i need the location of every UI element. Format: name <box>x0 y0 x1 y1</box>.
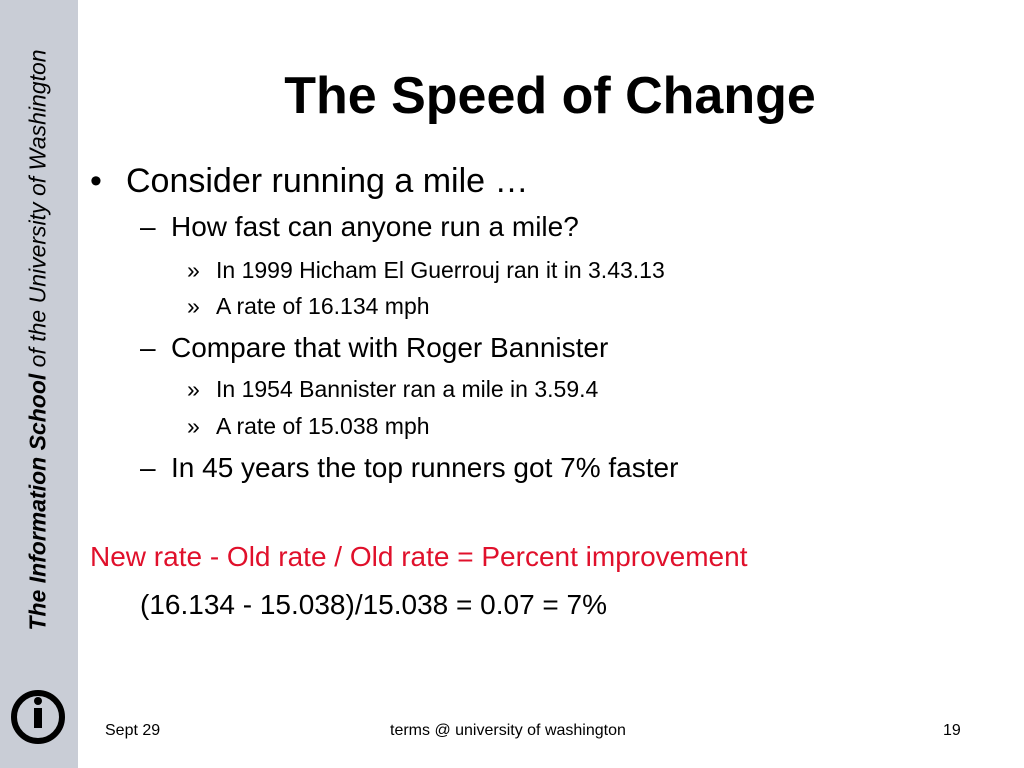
bullet-marker: • <box>90 162 102 200</box>
sub-bullet-marker: – <box>140 332 156 363</box>
sub-bullet-marker: – <box>140 452 156 483</box>
sub-sub-bullet-text: In 1999 Hicham El Guerrouj ran it in 3.4… <box>216 257 665 283</box>
sidebar-org-bold: The Information School <box>24 373 51 631</box>
footer-date: Sept 29 <box>105 722 161 739</box>
formula-label: New rate - Old rate / Old rate = Percent… <box>90 541 748 572</box>
bullet-text: Consider running a mile … <box>126 162 529 200</box>
sub-bullet-text: Compare that with Roger Bannister <box>171 332 609 363</box>
formula-calculation: (16.134 - 15.038)/15.038 = 0.07 = 7% <box>140 589 608 620</box>
sub-sub-bullet-text: In 1954 Bannister ran a mile in 3.59.4 <box>216 376 599 402</box>
sub-bullet-text: How fast can anyone run a mile? <box>171 211 579 242</box>
sub-bullet-text: In 45 years the top runners got 7% faste… <box>171 452 679 483</box>
sub-bullet-marker: – <box>140 211 156 242</box>
sidebar-org-rest: of the University of Washington <box>24 49 51 374</box>
sub-sub-bullet-marker: » <box>187 413 200 439</box>
sub-sub-bullet-marker: » <box>187 257 200 283</box>
sidebar: The Information School of the University… <box>0 0 78 768</box>
ischool-logo: THE INFORMATION SCHOOL <box>11 690 65 744</box>
footer-center-text: terms @ university of washington <box>390 722 626 739</box>
sidebar-org-name: The Information School of the University… <box>25 49 52 630</box>
sub-sub-bullet-text: A rate of 15.038 mph <box>216 413 430 439</box>
slide-title: The Speed of Change <box>284 67 816 125</box>
sub-sub-bullet-text: A rate of 16.134 mph <box>216 293 430 319</box>
sub-sub-bullet-marker: » <box>187 376 200 402</box>
sub-sub-bullet-marker: » <box>187 293 200 319</box>
footer-page-number: 19 <box>943 722 961 739</box>
